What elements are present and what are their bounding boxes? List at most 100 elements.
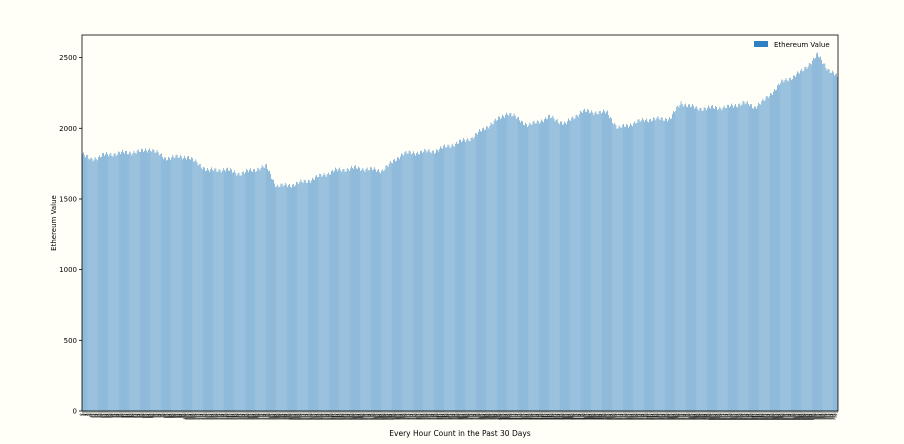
x-tick-label: 665: [776, 413, 782, 421]
x-tick-label: 130: [214, 413, 220, 421]
bar: [419, 154, 420, 411]
x-tick-label: 605: [713, 413, 719, 421]
bar: [675, 110, 677, 411]
bar: [424, 148, 426, 412]
x-tick-label: 41: [121, 413, 126, 419]
bar: [233, 172, 234, 411]
bar: [154, 152, 156, 411]
x-tick-label: 529: [633, 413, 639, 421]
bar: [560, 121, 561, 411]
x-tick-label: 33: [113, 413, 118, 419]
x-tick-label: 635: [744, 413, 750, 421]
bar: [304, 179, 306, 411]
x-tick-label: 545: [650, 413, 656, 421]
x-tick-label: 346: [441, 413, 447, 421]
x-tick-label: 48: [129, 413, 134, 419]
bar: [619, 127, 621, 412]
x-tick-label: 603: [711, 413, 717, 421]
bar: [315, 176, 316, 411]
x-tick-label: 301: [393, 413, 399, 421]
x-tick-label: 19: [98, 413, 103, 419]
bar: [836, 73, 837, 411]
bar: [188, 155, 189, 411]
bar: [296, 181, 297, 411]
bar: [821, 59, 822, 411]
x-tick-label: 676: [787, 413, 793, 421]
x-tick-label: 674: [785, 412, 791, 420]
x-tick-label: 258: [348, 413, 354, 421]
x-tick-label: 57: [138, 413, 143, 419]
x-tick-label: 606: [714, 413, 720, 421]
x-tick-label: 325: [419, 413, 425, 421]
bar: [457, 143, 458, 411]
x-tick-label: 387: [484, 413, 490, 421]
bar: [83, 152, 84, 411]
bar: [526, 124, 527, 411]
x-tick-label: 562: [668, 413, 674, 421]
bar: [435, 152, 436, 411]
x-tick-label: 443: [543, 413, 549, 421]
x-tick-label: 378: [474, 413, 480, 421]
bar: [764, 100, 766, 411]
bar: [140, 151, 141, 411]
x-tick-label: 194: [281, 412, 287, 420]
x-tick-label: 465: [566, 413, 572, 421]
bar: [334, 170, 335, 411]
x-tick-label: 478: [579, 413, 585, 421]
bar: [377, 170, 378, 411]
x-tick-label: 431: [530, 413, 536, 421]
bar: [373, 169, 374, 411]
bar: [637, 119, 639, 411]
bar: [810, 64, 812, 412]
x-tick-label: 269: [360, 413, 366, 421]
x-tick-label: 95: [178, 413, 183, 419]
bar: [631, 125, 632, 411]
x-tick-label: 405: [503, 413, 509, 421]
x-tick-label: 245: [335, 413, 341, 421]
bar: [134, 152, 136, 411]
x-tick-label: 36: [116, 413, 121, 419]
bar: [694, 108, 695, 411]
x-tick-label: 310: [403, 413, 409, 421]
x-tick-label: 710: [823, 413, 829, 421]
bar: [234, 170, 236, 411]
x-tick-label: 681: [792, 413, 798, 421]
bar: [356, 168, 357, 411]
bar: [487, 126, 489, 411]
bar: [640, 120, 642, 412]
x-tick-label: 638: [747, 413, 753, 421]
bar: [722, 107, 724, 412]
y-axis-label: Ethereum Value: [50, 195, 58, 251]
x-tick-label: 276: [367, 413, 373, 421]
x-tick-label: 493: [595, 413, 601, 421]
bar: [165, 157, 166, 411]
x-tick-label: 701: [813, 413, 819, 421]
bar: [408, 150, 410, 411]
x-tick-label: 163: [249, 413, 255, 421]
bar: [585, 111, 586, 412]
x-tick-label: 161: [246, 413, 252, 421]
bar: [162, 157, 163, 411]
x-tick-label: 699: [811, 413, 817, 421]
bar: [89, 159, 91, 411]
x-tick-label: 673: [784, 413, 790, 421]
x-tick-label: 93: [176, 413, 181, 419]
x-tick-label: 626: [735, 413, 741, 421]
bar: [416, 153, 417, 412]
x-tick-label: 132: [216, 413, 222, 421]
x-tick-label: 572: [678, 413, 684, 421]
x-tick-label: 169: [255, 413, 261, 421]
bar: [616, 128, 618, 412]
x-tick-label: 213: [301, 413, 307, 421]
x-tick-label: 700: [812, 413, 818, 421]
x-tick-label: 644: [754, 412, 760, 420]
bar: [273, 179, 274, 411]
legend-label: Ethereum Value: [774, 41, 830, 49]
x-tick-label: 460: [560, 413, 566, 421]
x-tick-label: 327: [421, 413, 427, 421]
bar: [464, 139, 465, 412]
x-tick-label: 637: [746, 413, 752, 421]
x-tick-label: 416: [514, 413, 520, 421]
x-tick-label: 717: [830, 413, 836, 421]
x-tick-label: 508: [611, 413, 617, 421]
